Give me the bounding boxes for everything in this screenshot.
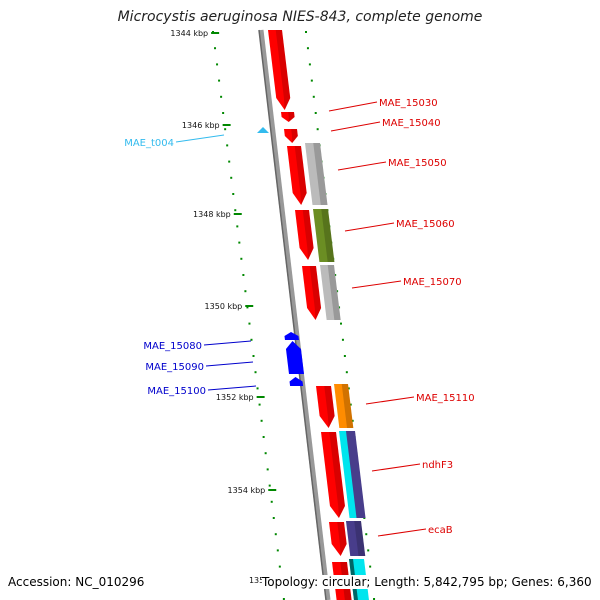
gene-arrow-shade	[291, 129, 298, 143]
gene-label: ecaB	[428, 525, 453, 536]
leader-line	[328, 101, 378, 112]
cog-block-shade	[354, 521, 366, 556]
cog-block-shade	[341, 384, 354, 428]
gene-arrow-shade	[309, 266, 322, 320]
gene-label: MAE_15100	[147, 386, 206, 397]
backbone-edge	[258, 29, 327, 600]
leader-line	[377, 528, 427, 537]
gene-arrow-shade	[302, 210, 314, 260]
gene-arrow-shade	[288, 112, 295, 122]
scale-label: 1344 kbp	[170, 29, 208, 38]
backbone-line	[258, 29, 331, 600]
leader-line	[344, 222, 395, 232]
cog-block	[320, 265, 341, 320]
cog-block	[313, 209, 335, 262]
gene-arrow	[284, 129, 298, 143]
leader-line	[337, 161, 387, 171]
gene-label: MAE_15030	[379, 98, 438, 109]
gene-label: MAE_15080	[143, 341, 202, 352]
gene-arrow	[321, 432, 345, 518]
cog-block	[339, 431, 358, 518]
leader-line	[351, 280, 402, 289]
gene-label: MAE_15050	[388, 158, 447, 169]
gene-arrow	[281, 112, 295, 122]
gene-arrow-shade	[329, 432, 345, 518]
gene-arrow-shade	[294, 146, 307, 205]
gene-arrow	[268, 30, 291, 110]
gene-arrow-reverse	[284, 332, 299, 340]
label-leader-lines	[175, 101, 427, 537]
scale-label: 1352 kbp	[216, 393, 254, 402]
gene-arrow-shade	[275, 30, 291, 110]
gene-arrow-shade	[337, 522, 347, 556]
genome-summary-text: Topology: circular; Length: 5,842,795 bp…	[262, 575, 592, 589]
gene-label: MAE_15040	[382, 118, 441, 129]
scale-label: 1348 kbp	[193, 210, 231, 219]
gene-label: MAE_15070	[403, 277, 462, 288]
cog-block-shade	[313, 143, 328, 205]
gene-arrow-reverse	[289, 377, 304, 386]
scale-label: 1350 kbp	[205, 302, 243, 311]
leader-line	[371, 463, 421, 472]
genome-backbone	[258, 29, 331, 600]
map-title: Microcystis aeruginosa NIES-843, complet…	[117, 9, 483, 25]
gene-track	[257, 30, 369, 600]
gene-arrow	[329, 522, 347, 556]
scale-label: 1346 kbp	[182, 121, 220, 130]
gene-arrow	[295, 210, 314, 260]
cog-block	[305, 143, 328, 205]
gene-label: MAE_15060	[396, 219, 455, 230]
cog-block	[334, 384, 354, 428]
leader-line	[207, 385, 257, 391]
gene-label: MAE_15090	[145, 362, 204, 373]
accession-text: Accession: NC_010296	[8, 575, 145, 589]
cog-block-shade	[327, 265, 341, 320]
scale-label: 1354 kbp	[228, 486, 266, 495]
cog-block-shade	[321, 209, 335, 262]
leader-line	[365, 396, 415, 405]
gene-arrow-reverse	[285, 341, 304, 374]
cog-block	[346, 431, 366, 518]
gene-arrow	[316, 386, 335, 428]
scale-ticks-inner	[211, 31, 288, 600]
leader-line	[205, 361, 254, 367]
gene-label: ndhF3	[422, 460, 453, 471]
leader-line	[175, 134, 225, 143]
trna-mark	[257, 127, 269, 133]
gene-labels: MAE_15030 MAE_15040 MAE_15050 MAE_15060 MAE_…	[124, 98, 474, 536]
gene-arrow-shade	[324, 386, 335, 428]
cog-block	[346, 521, 366, 556]
gene-label: MAE_15110	[416, 393, 475, 404]
gene-arrow	[287, 146, 307, 205]
leader-line	[203, 340, 252, 346]
gene-label: MAE_t004	[124, 138, 174, 149]
gene-arrow	[302, 266, 322, 320]
leader-line	[330, 121, 381, 132]
